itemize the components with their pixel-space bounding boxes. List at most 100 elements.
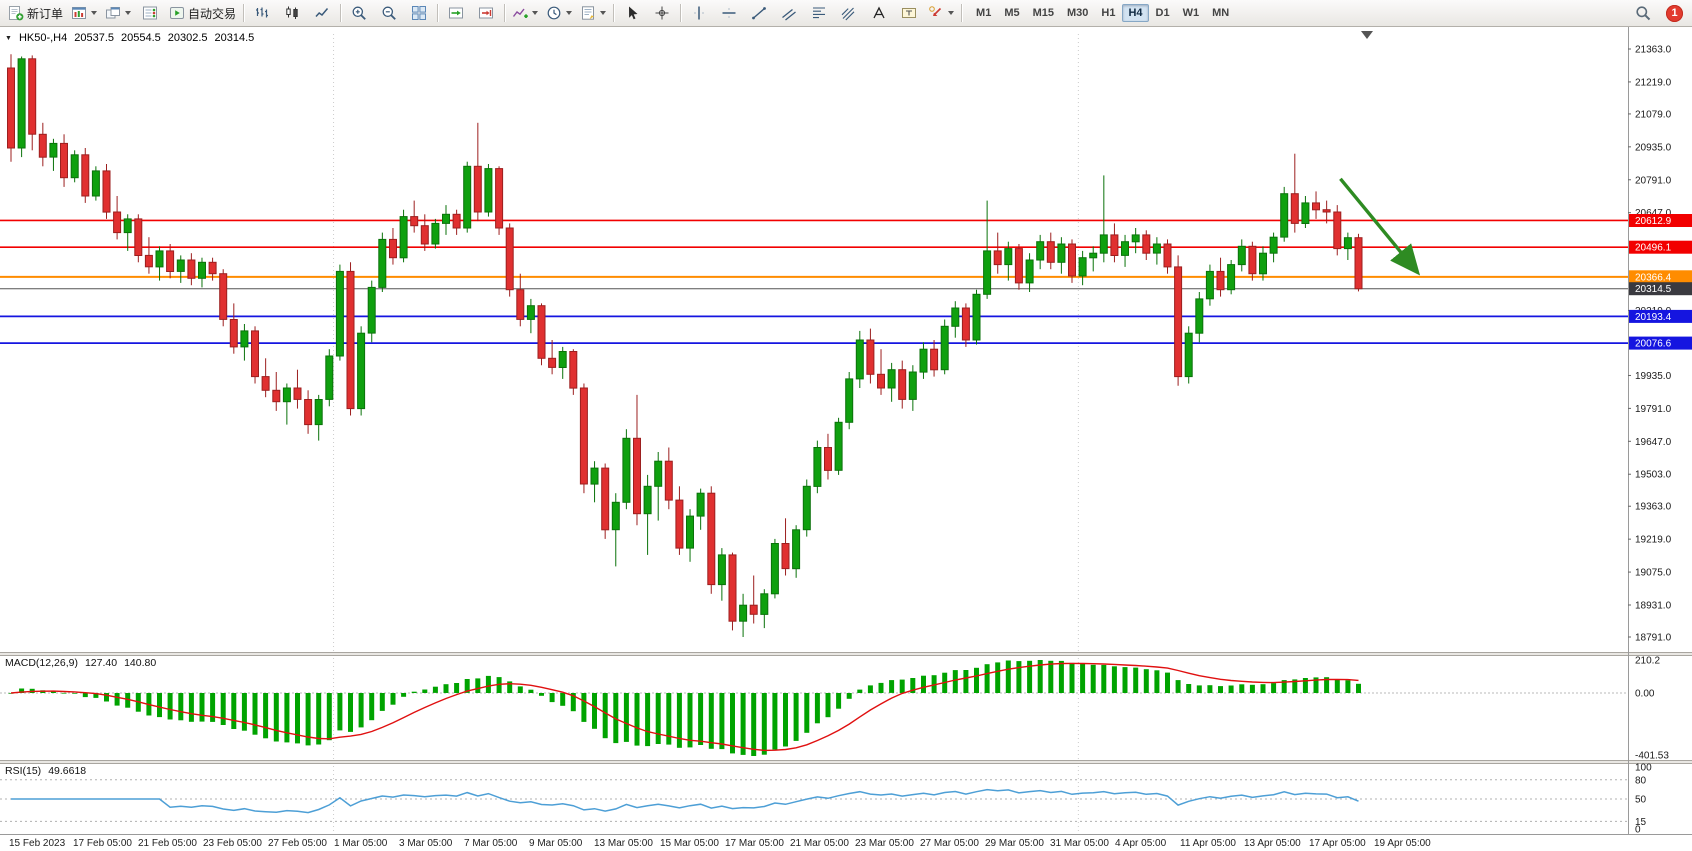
macd-bar bbox=[1037, 660, 1043, 693]
bar-chart-button[interactable] bbox=[247, 1, 277, 25]
candle-body bbox=[824, 447, 832, 471]
horizontal-line-button[interactable] bbox=[714, 1, 744, 25]
channel-button[interactable] bbox=[774, 1, 804, 25]
search-button[interactable] bbox=[1628, 1, 1658, 25]
candle-body bbox=[770, 543, 779, 595]
price-axis-label: 19935.0 bbox=[1635, 371, 1672, 382]
dropdown-caret-icon bbox=[566, 11, 573, 15]
fibonacci-button[interactable] bbox=[804, 1, 834, 25]
candle-body bbox=[548, 357, 557, 368]
timeframe-h4-button[interactable]: H4 bbox=[1122, 4, 1149, 22]
candle-body bbox=[696, 492, 705, 517]
new-order-button[interactable]: 新订单 bbox=[4, 1, 67, 25]
price-axis[interactable]: 21363.0 21219.0 21079.0 20935.0 20791.0 20647… bbox=[1628, 45, 1692, 644]
macd-bar bbox=[751, 693, 757, 756]
macd-bar bbox=[1005, 660, 1011, 693]
zoom-in-button[interactable] bbox=[344, 1, 374, 25]
macd-bar bbox=[931, 675, 937, 693]
ohlc-low-value: 20302.5 bbox=[167, 32, 208, 44]
candle-body bbox=[1343, 237, 1352, 250]
timeframe-m5-button[interactable]: M5 bbox=[1004, 7, 1020, 19]
crosshair-button[interactable] bbox=[647, 1, 677, 25]
macd-bar bbox=[358, 693, 364, 728]
downtrend-annotation-arrow[interactable] bbox=[1339, 177, 1421, 276]
arrows-button[interactable] bbox=[924, 1, 958, 25]
market-watch-button[interactable] bbox=[135, 1, 165, 25]
timeframe-mn-button[interactable]: MN bbox=[1212, 7, 1230, 19]
candle-body bbox=[686, 515, 694, 549]
zoom-out-button[interactable] bbox=[374, 1, 404, 25]
macd-bar bbox=[443, 684, 449, 693]
candle-body bbox=[28, 58, 37, 135]
templates-button[interactable] bbox=[576, 1, 610, 25]
timeframe-d1-button[interactable]: D1 bbox=[1155, 7, 1170, 19]
candle-body bbox=[1333, 211, 1342, 250]
date-label: 27 Mar 05:00 bbox=[920, 838, 979, 849]
macd-bar bbox=[1207, 685, 1213, 693]
timeframe-m30-button[interactable]: M30 bbox=[1067, 7, 1089, 19]
notification-badge[interactable]: 1 bbox=[1666, 4, 1683, 22]
candle-body bbox=[399, 216, 408, 259]
text-label-button[interactable] bbox=[894, 1, 924, 25]
chart-shift-button[interactable] bbox=[471, 1, 501, 25]
candle-body bbox=[293, 387, 302, 400]
macd-bar bbox=[517, 686, 523, 693]
chart-shift-marker[interactable] bbox=[1361, 31, 1373, 39]
pitchfork-button[interactable] bbox=[834, 1, 864, 25]
panel-divider[interactable] bbox=[0, 652, 1692, 656]
macd-bar bbox=[1143, 669, 1149, 693]
price-line-badge-value: 20193.4 bbox=[1635, 312, 1672, 323]
tile-windows-button[interactable] bbox=[404, 1, 434, 25]
vertical-line-icon bbox=[694, 6, 705, 20]
timeframe-h1-button[interactable]: H1 bbox=[1101, 7, 1116, 19]
macd-bar bbox=[1154, 670, 1160, 693]
candle-body bbox=[38, 133, 47, 158]
profiles-button[interactable] bbox=[101, 1, 135, 25]
timeframe-w1-button[interactable]: W1 bbox=[1182, 7, 1200, 19]
macd-bar bbox=[72, 693, 78, 694]
macd-bar bbox=[316, 693, 322, 745]
candle-body bbox=[1259, 252, 1267, 275]
panel-divider[interactable] bbox=[0, 760, 1692, 764]
candle-body bbox=[1227, 264, 1236, 291]
macd-bar bbox=[496, 677, 502, 693]
macd-bar bbox=[178, 693, 184, 721]
candle-body bbox=[760, 593, 769, 615]
symbol-dropdown-icon[interactable]: ▼ bbox=[5, 34, 12, 42]
macd-bar bbox=[284, 693, 290, 743]
macd-bar bbox=[1356, 683, 1361, 693]
macd-axis[interactable]: 210.2 0.00 -401.53 bbox=[1635, 656, 1669, 762]
auto-scroll-button[interactable] bbox=[441, 1, 471, 25]
candle-body bbox=[1280, 193, 1289, 238]
candle-body bbox=[749, 604, 758, 615]
vertical-line-button[interactable] bbox=[684, 1, 714, 25]
time-axis[interactable]: 15 Feb 2023 17 Feb 05:00 21 Feb 05:00 23 Fe… bbox=[9, 838, 1431, 849]
price-axis-label: 19363.0 bbox=[1635, 502, 1672, 513]
date-label: 15 Mar 05:00 bbox=[660, 838, 719, 849]
macd-bar bbox=[1058, 660, 1064, 693]
line-chart-button[interactable] bbox=[307, 1, 337, 25]
candle-body bbox=[717, 554, 726, 586]
new-chart-button[interactable] bbox=[67, 1, 101, 25]
periods-button[interactable] bbox=[542, 1, 576, 25]
candle-body bbox=[102, 170, 111, 213]
date-label: 3 Mar 05:00 bbox=[399, 838, 453, 849]
candle-body bbox=[601, 467, 610, 531]
autotrade-button[interactable]: 自动交易 bbox=[165, 1, 240, 25]
indicators-button[interactable] bbox=[508, 1, 542, 25]
candle-body bbox=[887, 369, 896, 389]
candle-body bbox=[611, 501, 620, 531]
candle-body bbox=[930, 348, 939, 371]
date-label: 17 Mar 05:00 bbox=[725, 838, 784, 849]
macd-bar bbox=[708, 693, 714, 749]
timeframe-m1-button[interactable]: M1 bbox=[976, 7, 992, 19]
text-button[interactable] bbox=[864, 1, 894, 25]
timeframe-m15-button[interactable]: M15 bbox=[1032, 7, 1054, 19]
candle-chart-button[interactable] bbox=[277, 1, 307, 25]
macd-bar bbox=[1218, 686, 1223, 693]
trendline-button[interactable] bbox=[744, 1, 774, 25]
macd-signal-line bbox=[10, 662, 1359, 752]
cursor-button[interactable] bbox=[617, 1, 647, 25]
